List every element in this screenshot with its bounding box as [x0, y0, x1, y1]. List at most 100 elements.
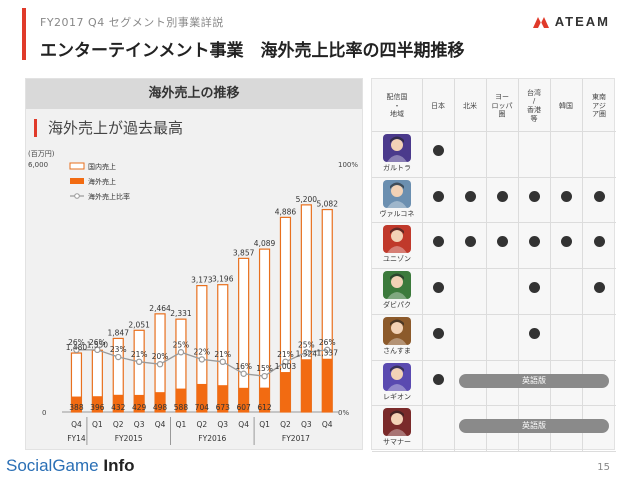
brand-logo: ATEAM — [532, 14, 610, 29]
overseas-ratio-data-label: 25% — [173, 340, 190, 349]
overseas-sales-data-label: 704 — [195, 403, 210, 412]
legend-swatch-ratio-marker — [74, 193, 80, 199]
overseas-sales-bar — [71, 396, 82, 412]
table-rule — [372, 405, 616, 407]
availability-dot — [432, 145, 444, 156]
overseas-ratio-point — [198, 356, 206, 363]
region-column-header: 韓国 — [559, 101, 573, 110]
x-axis-tick-label: Q1 — [92, 420, 103, 429]
overseas-sales-data-label: 673 — [216, 403, 231, 412]
availability-dot — [593, 236, 605, 248]
overseas-ratio-point — [73, 346, 80, 354]
table-rule — [372, 313, 616, 315]
total-sales-data-label: 2,464 — [149, 304, 171, 313]
fiscal-year-label: FY14 — [67, 434, 86, 443]
table-rule — [372, 176, 616, 178]
region-column-header: 日本 — [431, 101, 445, 110]
table-rule — [372, 222, 616, 224]
game-icon-garutora — [383, 134, 411, 162]
ateam-logo-icon — [532, 16, 549, 28]
overseas-ratio-data-label: 16% — [235, 362, 252, 371]
x-axis-tick-label: Q3 — [301, 420, 312, 429]
slide-title: エンターテインメント事業 海外売上比率の四半期推移 — [40, 41, 465, 61]
brand-name: ATEAM — [554, 14, 610, 29]
page-number: 15 — [597, 462, 610, 473]
overseas-ratio-data-label: 26% — [89, 338, 106, 347]
fiscal-year-label: FY2015 — [115, 434, 143, 443]
fiscal-year-label: FY2016 — [198, 434, 226, 443]
overseas-sales-bar — [175, 388, 186, 412]
table-rule — [486, 79, 487, 451]
availability-dot — [432, 327, 444, 339]
x-axis-tick-label: Q2 — [197, 420, 208, 429]
overseas-ratio-data-label: 15% — [256, 364, 273, 373]
x-axis-tick-label: Q3 — [134, 420, 145, 429]
game-icon-unison — [383, 225, 411, 254]
y-axis-tick-label: 0 — [42, 409, 46, 417]
overseas-sales-bar — [322, 358, 333, 412]
footer-logo: SocialGame Info — [6, 456, 135, 476]
region-header: 配信国 ・ 地域 — [386, 92, 408, 119]
total-sales-data-label: 1,480 — [66, 343, 88, 352]
overseas-sales-data-label: 588 — [174, 403, 189, 412]
total-sales-data-label: 4,089 — [254, 239, 276, 248]
overseas-sales-data-label: 388 — [69, 403, 84, 412]
overseas-ratio-point — [303, 349, 310, 356]
x-axis-tick-label: Q1 — [176, 420, 187, 429]
game-name-label: さんすま — [383, 346, 411, 355]
english-version-badge: 英語版 — [459, 373, 609, 388]
overseas-sales-bar — [217, 385, 228, 412]
english-version-badge: 英語版 — [459, 419, 609, 434]
region-column-header: 東南 アジ ア圏 — [592, 92, 606, 119]
game-name-label: ユニゾン — [383, 255, 411, 264]
domestic-sales-bar — [258, 248, 271, 413]
overseas-ratio-point — [135, 358, 143, 366]
overseas-sales-data-label: 498 — [153, 403, 168, 412]
game-name-label: ガルトラ — [383, 164, 411, 172]
region-column-header: 台湾 / 香港 等 — [527, 88, 541, 123]
overseas-sales-data-label: 432 — [111, 403, 126, 412]
overseas-ratio-data-label: 21% — [131, 350, 148, 359]
table-rule — [550, 79, 551, 451]
total-sales-data-label: 3,857 — [233, 248, 255, 257]
availability-dot — [432, 190, 444, 202]
overseas-ratio-point — [282, 358, 289, 366]
total-sales-data-label: 3,173 — [191, 276, 213, 285]
overseas-ratio-point — [261, 372, 268, 380]
total-sales-data-label: 1,847 — [108, 328, 130, 337]
overseas-sales-bar — [155, 392, 166, 412]
availability-dot — [432, 282, 444, 294]
slide-subtitle: FY2017 Q4 セグメント別事業詳説 — [40, 16, 224, 29]
total-sales-data-label: 2,051 — [128, 320, 150, 329]
overseas-sales-bar — [238, 387, 249, 412]
footer-logo-info: Info — [103, 456, 135, 475]
footer-logo-social: Social — [6, 456, 53, 475]
availability-dot — [464, 236, 476, 248]
availability-dot — [496, 190, 508, 202]
availability-dot — [560, 236, 572, 248]
game-name-label: レギオン — [383, 392, 411, 401]
game-icon-dabipaku — [383, 271, 411, 300]
overseas-ratio-point — [115, 353, 122, 361]
total-sales-data-label: 2,331 — [170, 309, 192, 318]
overseas-sales-data-label: 612 — [257, 403, 272, 412]
availability-dot — [528, 282, 540, 294]
overseas-sales-data-label: 1,337 — [317, 349, 339, 358]
x-axis-tick-label: Q2 — [280, 420, 291, 429]
game-icon-sansuma — [383, 316, 411, 345]
x-axis-tick-label: Q4 — [71, 420, 82, 429]
legend-label: 国内売上 — [88, 162, 116, 171]
availability-dot — [560, 190, 572, 202]
overseas-ratio-data-label: 20% — [152, 352, 169, 361]
game-icon-valcone — [383, 179, 411, 208]
region-column-header: 北米 — [463, 101, 477, 110]
overseas-ratio-point — [94, 346, 101, 354]
fiscal-year-label: FY2017 — [282, 434, 310, 443]
legend-swatch-overseas — [70, 178, 84, 184]
distribution-region-table: 配信国 ・ 地域 日本 北米 ヨー ロッパ 圏台湾 / 香港 等 韓国 東南 アジ ア圏ガ… — [371, 78, 616, 452]
legend-label: 海外売上比率 — [88, 192, 130, 201]
overseas-ratio-point — [219, 358, 226, 366]
overseas-sales-data-label: 1,003 — [275, 362, 297, 371]
y-axis-tick-label: 6,000 — [28, 161, 48, 169]
